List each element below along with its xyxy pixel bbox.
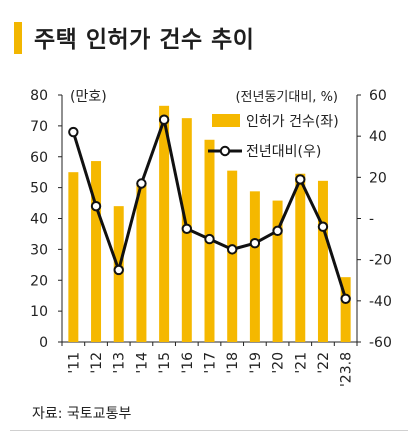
yoy-point-5 <box>181 223 193 234</box>
bar-8 <box>249 191 260 342</box>
left-tick-label: 20 <box>30 273 48 289</box>
x-tick-label: '19 <box>248 352 264 374</box>
legend-bar-swatch <box>212 114 240 127</box>
x-tick-label: '21 <box>293 352 309 374</box>
x-tick-label: '13 <box>112 352 128 374</box>
legend-line-label: 전년대비(우) <box>246 144 321 160</box>
right-tick-label: 60 <box>369 88 387 104</box>
x-tick-label: '23.8 <box>339 352 355 387</box>
yoy-point-3 <box>136 178 147 189</box>
left-tick-label: 40 <box>30 212 48 228</box>
yoy-point-7 <box>226 244 238 255</box>
yoy-point-0 <box>68 126 79 138</box>
yoy-point-12 <box>340 293 351 304</box>
yoy-point-4 <box>158 114 170 125</box>
bar-3 <box>136 182 147 342</box>
yoy-point-10 <box>295 174 306 185</box>
title-accent-bar <box>14 22 22 54</box>
right-tick-label: 40 <box>369 129 387 145</box>
left-tick-label: 30 <box>30 242 48 258</box>
source-note: 자료: 국토교통부 <box>32 406 132 422</box>
yoy-point-11 <box>317 221 329 232</box>
chart-title: 주택 인허가 건수 추이 <box>34 27 255 53</box>
right-axis-unit: (전년동기대비, %) <box>235 90 338 105</box>
x-tick-label: '18 <box>225 352 241 374</box>
right-tick-label: -60 <box>369 335 392 351</box>
bar-12 <box>340 277 351 342</box>
x-tick-label: '16 <box>180 352 196 374</box>
x-tick-label: '17 <box>203 352 219 374</box>
bar-9 <box>272 200 283 342</box>
legend-bar-label: 인허가 건수(좌) <box>246 114 339 130</box>
bar-1 <box>91 161 102 342</box>
x-tick-label: '20 <box>271 352 287 374</box>
right-tick-label: -40 <box>369 294 392 310</box>
x-tick-label: '11 <box>66 352 82 374</box>
yoy-point-9 <box>272 225 283 237</box>
bar-11 <box>317 180 328 342</box>
yoy-point-2 <box>113 264 124 276</box>
x-tick-label: '14 <box>134 352 150 374</box>
left-tick-label: 0 <box>39 335 48 351</box>
right-tick-label: 20 <box>369 170 387 186</box>
yoy-point-6 <box>204 233 215 245</box>
x-tick-label: '12 <box>89 352 105 374</box>
left-tick-label: 50 <box>30 181 48 197</box>
bar-0 <box>68 172 79 342</box>
bottom-divider <box>10 430 408 431</box>
bar-7 <box>227 170 238 342</box>
bar-10 <box>295 173 306 342</box>
x-tick-label: '22 <box>316 352 332 374</box>
bar-4 <box>159 105 170 343</box>
left-axis-unit: (만호) <box>70 89 107 105</box>
x-tick-label: '15 <box>157 352 173 374</box>
left-tick-label: 70 <box>30 119 48 135</box>
yoy-point-8 <box>249 238 261 249</box>
right-tick-label: -20 <box>369 253 392 269</box>
left-tick-label: 60 <box>30 150 48 166</box>
left-tick-label: 10 <box>30 304 48 320</box>
right-tick-label: - <box>369 212 374 228</box>
yoy-point-1 <box>90 200 102 212</box>
left-tick-label: 80 <box>30 88 48 104</box>
legend-line-marker <box>219 145 231 157</box>
